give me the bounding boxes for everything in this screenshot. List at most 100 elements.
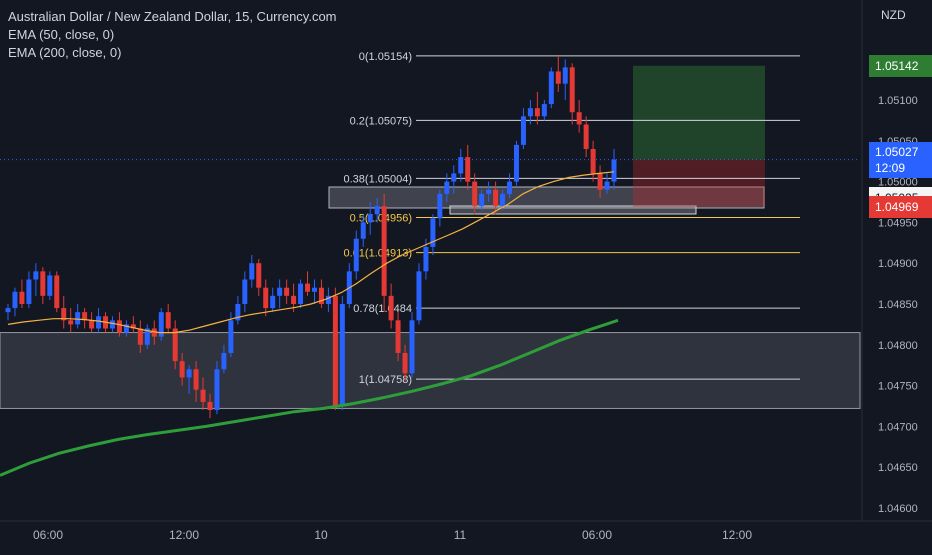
candle-body — [89, 320, 95, 329]
currency-badge[interactable]: NZD — [881, 8, 906, 22]
candle-body — [486, 189, 492, 194]
candle-body — [68, 320, 74, 325]
candle-body — [19, 291, 25, 304]
candle-body — [228, 320, 234, 353]
candle-body — [548, 71, 554, 105]
candle-body — [444, 181, 450, 194]
support-zone — [0, 332, 861, 409]
fib-level-label: 0(1.05154) — [359, 51, 412, 63]
price-axis-tick: 1.05100 — [878, 95, 918, 107]
candle-body — [507, 181, 513, 194]
candle-body — [26, 279, 32, 304]
symbol-title[interactable]: Australian Dollar / New Zealand Dollar, … — [8, 9, 337, 24]
candle-body — [298, 283, 304, 304]
candle-body — [576, 112, 582, 125]
candle-body — [590, 148, 596, 174]
candle-body — [555, 71, 561, 84]
fib-level-label: 0.61(1.04913) — [344, 248, 413, 260]
bar-countdown: 12:09 — [875, 160, 906, 175]
candle-body — [96, 316, 102, 329]
candle-body — [214, 369, 220, 411]
stop-price-tag: 1.04969 — [869, 195, 932, 218]
candle-body — [263, 287, 269, 309]
chart-legend[interactable]: Australian Dollar / New Zealand Dollar, … — [8, 8, 337, 62]
candle-body — [367, 214, 373, 223]
candle-body — [513, 144, 519, 182]
candle-body — [75, 312, 81, 325]
time-axis-tick: 06:00 — [33, 528, 63, 542]
price-axis-tick: 1.04800 — [878, 340, 918, 352]
candle-body — [123, 324, 129, 333]
time-axis-tick: 12:00 — [169, 528, 199, 542]
candle-body — [291, 295, 297, 304]
candle-body — [437, 193, 443, 219]
candle-body — [360, 222, 366, 239]
candle-body — [569, 67, 575, 113]
candle-body — [242, 279, 248, 304]
candle-body — [61, 308, 67, 321]
candle-body — [151, 328, 157, 337]
candle-body — [284, 287, 290, 296]
candle-body — [583, 124, 589, 149]
candle-body — [54, 275, 60, 309]
price-axis-tick: 1.04600 — [878, 503, 918, 515]
price-axis-tick: 1.04950 — [878, 217, 918, 229]
candle-body — [158, 312, 164, 337]
candle-body — [144, 328, 150, 345]
ema50-legend[interactable]: EMA (50, close, 0) — [8, 27, 115, 42]
time-axis-tick: 10 — [314, 528, 328, 542]
candle-body — [430, 218, 436, 247]
candle-body — [235, 304, 241, 321]
candle-body — [451, 173, 457, 182]
candle-body — [479, 193, 485, 207]
time-axis-tick: 12:00 — [722, 528, 752, 542]
ema200-line — [0, 318, 619, 477]
candle-body — [165, 312, 171, 329]
candle-body — [33, 271, 39, 280]
candle-body — [388, 295, 394, 321]
candle-body — [381, 206, 387, 296]
last-price-tag: 1.05027 12:09 — [869, 141, 932, 178]
candle-body — [47, 275, 53, 296]
fib-level-label: 0.78(1.0484 — [353, 303, 412, 315]
candle-body — [82, 312, 88, 321]
fib-level-label: 0.5(1.04956) — [350, 213, 412, 225]
candle-body — [270, 295, 276, 309]
candle-body — [465, 157, 471, 182]
candle-body — [186, 369, 192, 378]
price-axis-tick: 1.04750 — [878, 381, 918, 393]
time-axis-tick: 11 — [454, 528, 467, 542]
candle-body — [611, 159, 617, 182]
candle-body — [200, 389, 206, 402]
candle-body — [458, 157, 464, 174]
candle-body — [179, 361, 185, 378]
price-axis-tick: 1.04900 — [878, 258, 918, 270]
ema50-line — [7, 171, 615, 334]
candle-body — [395, 320, 401, 353]
candle-body — [172, 328, 178, 362]
candle-body — [318, 287, 324, 304]
price-axis-tick: 1.04850 — [878, 299, 918, 311]
candle-body — [402, 352, 408, 374]
candle-body — [527, 108, 533, 117]
candle-body — [562, 67, 568, 84]
candle-body — [353, 238, 359, 272]
candle-body — [472, 181, 478, 207]
candle-body — [116, 320, 122, 333]
candle-body — [221, 352, 227, 370]
stop-loss-zone — [633, 159, 765, 207]
candle-body — [277, 287, 283, 296]
candle-body — [374, 206, 380, 215]
fib-level-label: 1(1.04758) — [359, 374, 412, 386]
price-axis-tick: 1.04700 — [878, 421, 918, 433]
candle-body — [256, 263, 262, 288]
candle-body — [520, 116, 526, 145]
ema200-legend[interactable]: EMA (200, close, 0) — [8, 45, 122, 60]
candle-body — [193, 369, 199, 390]
last-price-value: 1.05027 — [875, 144, 919, 159]
price-axis-tick: 1.04650 — [878, 462, 918, 474]
candle-body — [207, 401, 213, 411]
